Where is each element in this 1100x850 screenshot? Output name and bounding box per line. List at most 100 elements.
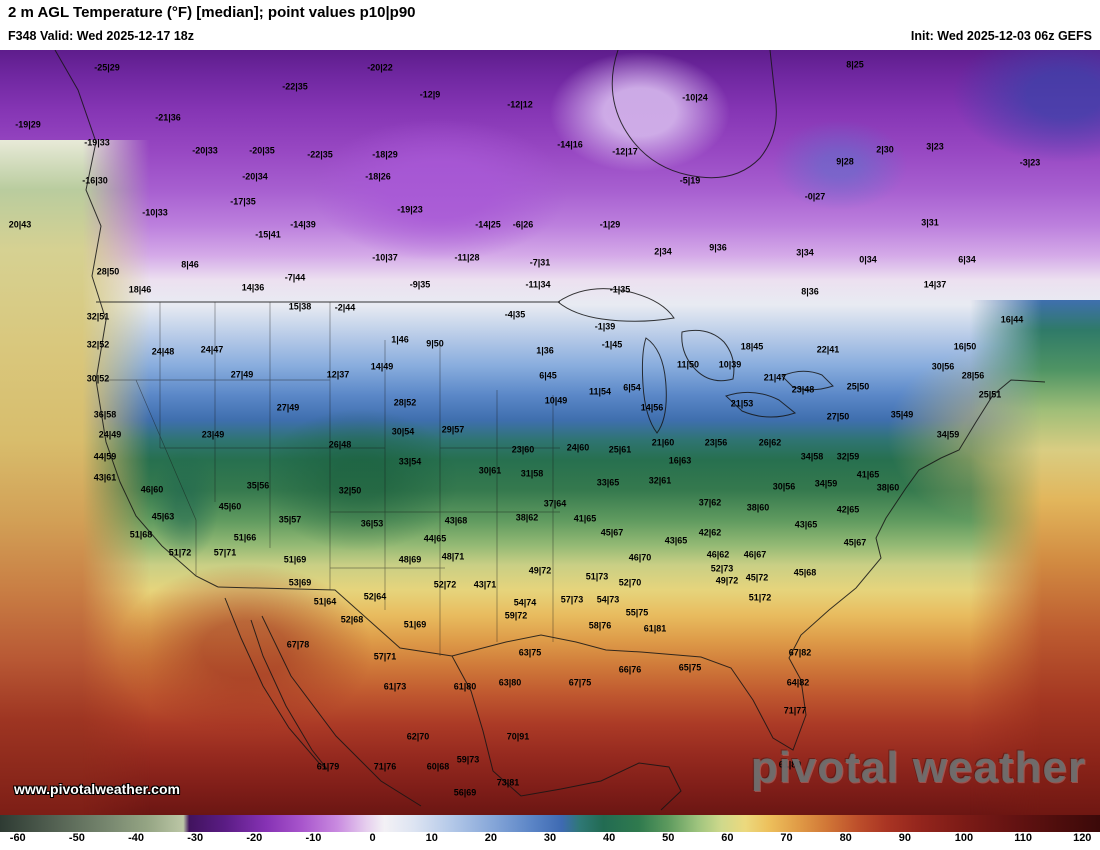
- temperature-fill-layer: [0, 50, 1100, 815]
- point-value-label: -3|23: [1019, 157, 1041, 168]
- point-value-label: -7|31: [529, 257, 551, 268]
- point-value-label: 34|59: [936, 429, 960, 440]
- point-value-label: 61|80: [778, 759, 802, 770]
- lake-huron: [681, 329, 735, 382]
- point-value-label: 30|61: [478, 465, 502, 476]
- watermark-brand: pivotal weather: [750, 743, 1086, 792]
- point-value-label: -20|34: [242, 171, 268, 182]
- point-value-label: 51|68: [129, 529, 153, 540]
- point-value-label: 46|70: [628, 552, 652, 563]
- point-value-label: 45|67: [600, 527, 624, 538]
- colorbar-tick-label: -50: [68, 832, 85, 844]
- point-value-label: -12|17: [612, 146, 638, 157]
- pacific-ocean-fill: [0, 140, 150, 815]
- point-value-label: 2|34: [654, 246, 672, 257]
- point-value-label: 38|60: [876, 482, 900, 493]
- point-value-label: 51|69: [283, 554, 307, 565]
- point-value-label: 8|36: [801, 286, 819, 297]
- mexico-east-coastline: [451, 655, 682, 811]
- point-value-label: 21|60: [651, 437, 675, 448]
- point-value-label: 3|34: [796, 247, 814, 258]
- point-value-label: 62|70: [406, 731, 430, 742]
- colorbar-tick-label: -60: [9, 832, 26, 844]
- point-value-label: -1|39: [594, 321, 616, 332]
- point-value-label: 28|52: [393, 397, 417, 408]
- point-value-label: 32|50: [338, 485, 362, 496]
- point-value-label: 23|49: [201, 429, 225, 440]
- point-value-label: 45|72: [745, 572, 769, 583]
- point-value-label: 46|62: [706, 549, 730, 560]
- point-value-label: -6|26: [512, 219, 534, 230]
- point-value-label: 30|54: [391, 426, 415, 437]
- point-value-label: 59|73: [456, 754, 480, 765]
- point-value-label: 12|37: [326, 369, 350, 380]
- point-value-label: 63|80: [498, 677, 522, 688]
- point-value-label: 36|53: [360, 518, 384, 529]
- point-value-label: 43|71: [473, 579, 497, 590]
- hudson-bay: [611, 50, 777, 179]
- point-value-label: 52|73: [710, 563, 734, 574]
- point-value-label: 52|70: [618, 577, 642, 588]
- colorbar-tick-label: -30: [187, 832, 204, 844]
- point-value-label: -22|35: [307, 149, 333, 160]
- point-value-label: -19|29: [15, 119, 41, 130]
- atlantic-ocean-fill: [970, 300, 1100, 815]
- gulf-and-east-coastline: [451, 379, 1046, 751]
- colorbar-tick-label: 110: [1014, 832, 1032, 844]
- point-value-label: -25|29: [94, 62, 120, 73]
- point-value-label: -20|22: [367, 62, 393, 73]
- point-value-label: 63|75: [518, 647, 542, 658]
- colorbar-ticks: -60 -50 -40 -30 -20 -10 0 10 20 30 40 50 60 70 80 90 100…: [0, 832, 1100, 845]
- point-value-label: 14|36: [241, 282, 265, 293]
- point-value-label: 3|31: [921, 217, 939, 228]
- point-value-label: 54|73: [596, 594, 620, 605]
- point-value-label: 51|73: [585, 571, 609, 582]
- point-value-label: 10|39: [718, 359, 742, 370]
- colorbar-tick-label: 60: [721, 832, 734, 844]
- point-value-label: 27|49: [230, 369, 254, 380]
- geography-borders-layer: [54, 50, 1046, 811]
- point-value-label: 43|65: [664, 535, 688, 546]
- colorbar-tick-label: -20: [246, 832, 263, 844]
- point-value-label: -14|39: [290, 219, 316, 230]
- point-value-label: 11|50: [676, 359, 700, 370]
- point-value-label: 1|36: [536, 345, 554, 356]
- init-time-label: Init: Wed 2025-12-03 06z GEFS: [910, 29, 1092, 43]
- point-value-label: 34|59: [814, 478, 838, 489]
- point-value-label: 57|73: [560, 594, 584, 605]
- point-value-label: 24|47: [200, 344, 224, 355]
- lake-michigan: [641, 337, 667, 434]
- map-meta-row: F348 Valid: Wed 2025-12-17 18z Init: Wed…: [0, 26, 1100, 50]
- point-value-label: 29|57: [441, 424, 465, 435]
- point-value-label: 70|91: [506, 731, 530, 742]
- point-value-label: 30|52: [86, 373, 110, 384]
- point-value-label: 64|82: [786, 677, 810, 688]
- point-value-label: 23|56: [704, 437, 728, 448]
- point-value-label: -22|35: [282, 81, 308, 92]
- point-value-label: -14|25: [475, 219, 501, 230]
- colorbar-tick-label: 10: [425, 832, 438, 844]
- point-value-label: 66|76: [618, 664, 642, 675]
- point-value-label: 36|58: [93, 409, 117, 420]
- point-value-label: 21|53: [730, 398, 754, 409]
- point-value-label: 67|78: [286, 639, 310, 650]
- point-value-label: 53|69: [288, 577, 312, 588]
- point-value-label: 25|61: [608, 444, 632, 455]
- colorbar-tick-label: 100: [954, 832, 974, 844]
- point-value-label: 38|62: [515, 512, 539, 523]
- point-value-label: 28|56: [961, 370, 985, 381]
- point-value-label: 21|47: [763, 372, 787, 383]
- point-value-label: 61|81: [643, 623, 667, 634]
- point-value-label: 23|60: [511, 444, 535, 455]
- point-value-label: 32|59: [836, 451, 860, 462]
- point-value-label: -12|9: [419, 89, 441, 100]
- point-value-label: 16|44: [1000, 314, 1024, 325]
- point-value-label: 56|69: [453, 787, 477, 798]
- point-value-label: -20|35: [249, 145, 275, 156]
- point-value-label: 37|64: [543, 498, 567, 509]
- map-title: 2 m AGL Temperature (°F) [median]; point…: [8, 4, 416, 21]
- colorbar-tick-label: -40: [128, 832, 144, 844]
- lake-superior: [557, 288, 675, 322]
- weather-map[interactable]: -25|29 -20|22 -22|35 -12|9 8|25 -10|24 -12|12 -…: [0, 50, 1100, 815]
- point-value-label: -16|30: [82, 175, 108, 186]
